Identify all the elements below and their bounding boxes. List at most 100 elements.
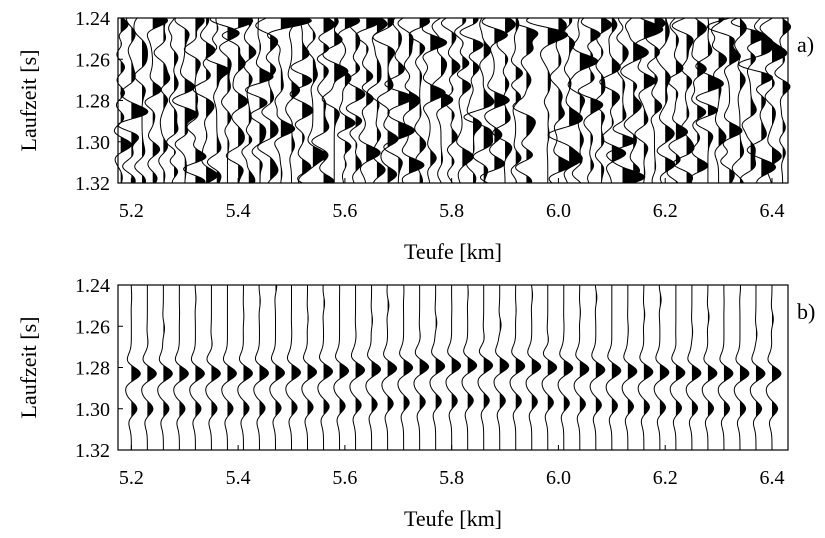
y-tick-label: 1.24: [75, 8, 110, 30]
trace-fill: [601, 18, 612, 183]
trace-fill: [467, 285, 477, 450]
y-tick-label: 1.30: [75, 399, 110, 421]
trace-fill: [307, 285, 317, 450]
trace: [144, 17, 169, 184]
trace-fill: [654, 18, 666, 183]
y-tick-label: 1.28: [75, 358, 110, 380]
trace-fill: [376, 18, 387, 183]
trace-fill: [238, 18, 253, 183]
trace: [557, 285, 574, 450]
trace: [689, 17, 709, 184]
trace: [634, 17, 664, 184]
trace: [345, 17, 366, 184]
trace: [431, 17, 454, 184]
trace-fill: [707, 285, 717, 450]
trace: [429, 285, 446, 450]
y-axis-label: Laufzeit [s]: [16, 50, 41, 152]
trace: [759, 17, 788, 184]
x-tick-label: 5.8: [439, 200, 464, 222]
trace-fill: [334, 18, 348, 183]
trace-fill: [697, 18, 708, 183]
trace: [381, 284, 398, 450]
trace-fill: [243, 285, 253, 450]
trace-fill: [371, 285, 381, 450]
trace: [440, 17, 461, 184]
trace-fill: [259, 285, 269, 450]
trace-fill: [691, 285, 701, 450]
trace: [172, 17, 198, 184]
trace: [731, 17, 747, 184]
trace: [733, 284, 750, 450]
trace: [237, 284, 253, 450]
trace: [133, 17, 148, 184]
x-tick-label: 6.4: [759, 200, 784, 222]
trace-fill: [323, 285, 333, 450]
trace-fill: [739, 18, 747, 183]
trace: [349, 285, 366, 450]
trace-fill: [451, 285, 461, 450]
x-tick-label: 5.6: [332, 467, 357, 489]
trace: [209, 17, 240, 183]
trace: [637, 284, 654, 450]
trace-fill: [515, 18, 523, 183]
trace: [749, 285, 766, 450]
y-tick-label: 1.28: [75, 91, 110, 113]
trace: [397, 284, 414, 450]
trace-fill: [195, 285, 205, 450]
x-tick-label: 6.2: [653, 467, 678, 489]
trace-fill: [280, 18, 312, 183]
trace-fill: [718, 18, 727, 183]
trace-fill: [248, 18, 256, 183]
x-tick-label: 6.0: [546, 200, 571, 222]
trace: [669, 285, 686, 450]
trace-fill: [419, 285, 429, 450]
trace: [526, 17, 569, 183]
x-tick-label: 5.6: [332, 200, 357, 222]
trace: [241, 17, 257, 184]
trace-fill: [174, 18, 179, 183]
trace: [655, 17, 676, 184]
y-tick-label: 1.24: [75, 275, 110, 297]
trace: [493, 284, 510, 450]
trace-fill: [633, 18, 649, 183]
trace: [599, 17, 627, 184]
trace: [445, 284, 462, 450]
trace: [311, 17, 336, 184]
x-axis-label: Teufe [km]: [404, 239, 502, 264]
trace-fill: [739, 285, 749, 450]
trace: [355, 17, 381, 184]
trace-fill: [526, 18, 538, 183]
trace: [508, 17, 539, 184]
trace: [671, 17, 695, 184]
trace-fill: [729, 18, 743, 183]
trace: [645, 17, 666, 184]
trace: [541, 285, 558, 450]
trace-fill: [665, 18, 675, 183]
trace-fill: [419, 18, 430, 183]
x-tick-label: 5.4: [226, 467, 251, 489]
trace: [477, 285, 494, 450]
x-tick-label: 5.4: [226, 200, 251, 222]
trace: [365, 284, 382, 450]
trace-fill: [206, 18, 218, 183]
trace-fill: [686, 18, 695, 183]
trace: [253, 284, 269, 450]
trace: [117, 17, 149, 184]
trace-fill: [622, 18, 645, 183]
trace-fill: [547, 18, 568, 183]
trace: [666, 17, 689, 184]
trace: [266, 17, 312, 184]
y-tick-label: 1.26: [75, 316, 110, 338]
x-tick-label: 5.2: [119, 467, 144, 489]
trace: [765, 284, 782, 450]
trace-fill: [259, 18, 274, 183]
trace: [289, 17, 314, 184]
y-tick-label: 1.32: [75, 173, 110, 195]
x-tick-label: 5.2: [119, 200, 144, 222]
trace-fill: [147, 285, 157, 450]
trace-fill: [483, 18, 494, 183]
trace: [125, 284, 141, 451]
trace: [577, 17, 604, 184]
y-tick-label: 1.26: [75, 49, 110, 71]
trace: [157, 285, 173, 451]
